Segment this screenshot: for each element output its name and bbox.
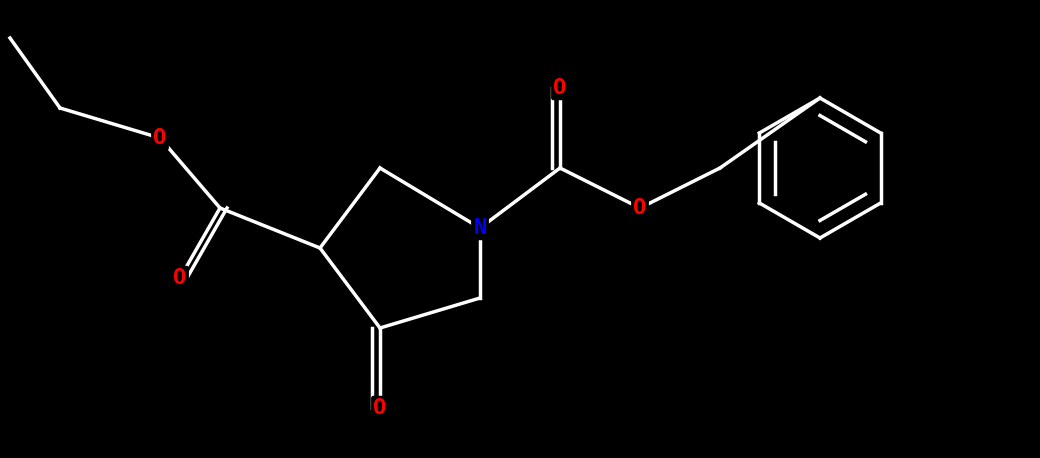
Text: O: O <box>633 198 647 218</box>
Text: O: O <box>553 78 567 98</box>
Text: O: O <box>153 128 166 148</box>
Text: O: O <box>174 268 187 288</box>
Text: N: N <box>473 218 487 238</box>
Text: O: O <box>373 398 387 418</box>
